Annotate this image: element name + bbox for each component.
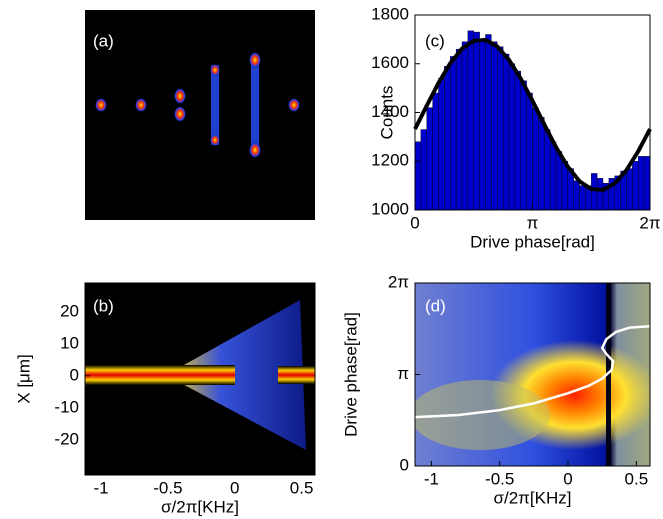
y-tick-label: 2π — [388, 272, 409, 291]
x-tick-label: -1 — [424, 469, 439, 488]
y-tick-label: -10 — [54, 397, 79, 416]
y-tick-label: 0 — [400, 455, 409, 474]
x-tick-label: 0.5 — [625, 469, 649, 488]
x-axis-label: Drive phase[rad] — [470, 232, 595, 251]
bar — [438, 78, 445, 211]
bar — [508, 63, 516, 211]
y-tick-label: 0 — [70, 365, 79, 384]
fit-line — [413, 37, 652, 193]
bar — [532, 107, 539, 211]
bar — [643, 156, 651, 211]
bar — [467, 30, 474, 211]
panel-label: (a) — [93, 31, 114, 50]
bar — [579, 185, 586, 211]
y-tick-label: 1400 — [371, 102, 409, 121]
y-tick-label: 1800 — [371, 4, 409, 23]
curve — [414, 324, 651, 419]
axes-frame — [414, 14, 651, 211]
x-axis-label: σ/2π[KHz] — [161, 497, 239, 516]
x-tick-label: π — [527, 213, 539, 232]
bar — [549, 141, 557, 211]
x-tick-label: 0 — [410, 213, 419, 232]
y-tick-label: 20 — [60, 301, 79, 320]
y-tick-label: 1600 — [371, 53, 409, 72]
bar — [461, 41, 469, 211]
bar — [479, 39, 486, 211]
panel-label: (b) — [93, 296, 114, 315]
panel-label: (d) — [425, 296, 446, 315]
bar — [514, 70, 521, 211]
bar — [473, 31, 480, 211]
bar — [450, 56, 457, 211]
x-tick-label: 0 — [563, 469, 572, 488]
bar — [497, 46, 504, 211]
bar — [526, 92, 533, 211]
heatmap-image — [85, 283, 315, 475]
bar — [485, 34, 492, 211]
y-axis-label: Counts — [377, 86, 396, 140]
bar — [638, 156, 645, 211]
bar — [596, 178, 604, 211]
y-tick-label: π — [397, 364, 409, 383]
bar — [432, 92, 439, 211]
x-tick-label: 0.5 — [290, 478, 314, 497]
bar — [591, 173, 598, 211]
x-tick-label: 0 — [230, 478, 239, 497]
heatmap-image — [415, 283, 650, 466]
bar — [555, 151, 563, 211]
bar — [538, 117, 545, 211]
y-tick-label: 1200 — [371, 151, 409, 170]
y-tick-label: 10 — [60, 333, 79, 352]
bar — [632, 161, 639, 211]
bar — [626, 168, 633, 211]
y-tick-label: -20 — [54, 429, 79, 448]
ion-image — [85, 10, 315, 220]
x-tick-label: 2π — [639, 213, 660, 232]
x-tick-label: -1 — [93, 478, 108, 497]
x-tick-label: -0.5 — [485, 469, 514, 488]
bar — [444, 65, 451, 211]
axes-frame — [84, 282, 316, 476]
bar — [420, 129, 427, 211]
bar — [573, 180, 580, 211]
bar — [491, 41, 498, 211]
bar — [502, 53, 510, 211]
bar — [544, 129, 551, 211]
bar — [414, 141, 422, 211]
axes-frame — [414, 282, 651, 467]
bar — [426, 107, 433, 211]
bar — [455, 48, 463, 211]
y-tick-label: 1000 — [371, 199, 409, 218]
panel-label: (c) — [425, 31, 445, 50]
bar — [520, 80, 527, 211]
y-axis-label: X [μm] — [14, 354, 33, 403]
x-tick-label: -0.5 — [153, 478, 182, 497]
y-axis-label: Drive phase[rad] — [341, 312, 360, 437]
x-axis-label: σ/2π[KHz] — [494, 488, 572, 507]
